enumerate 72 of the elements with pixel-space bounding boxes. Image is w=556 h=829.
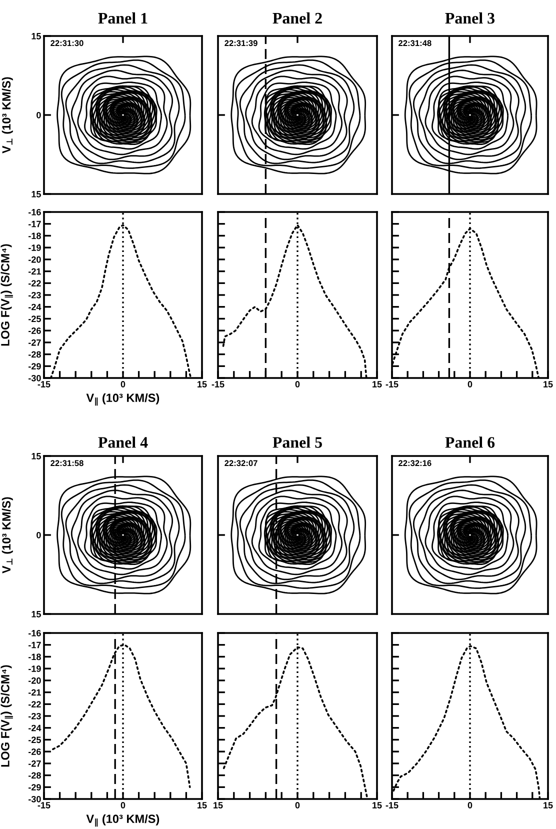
y-tick-label: -22 [28, 701, 41, 708]
x-tick-label: 0 [295, 802, 300, 808]
y-tick-label: -22 [28, 280, 41, 286]
x-tick-label: 15 [214, 802, 223, 808]
chart-title: Panel 3 [445, 12, 495, 24]
y-tick-label: -30 [28, 796, 41, 802]
annotation: 22:31:30 [50, 40, 84, 46]
x-tick-label: 15 [372, 381, 382, 388]
x-axis-title: V$_{∥}$ (10³ KM/S) [86, 814, 160, 827]
y-tick-label: -16 [28, 208, 41, 216]
x-tick-label: 0 [120, 381, 126, 388]
y-tick-label: -20 [28, 256, 41, 263]
x-tick-label: -15 [386, 381, 398, 388]
x-tick-label: 15 [198, 381, 207, 388]
y-tick-label: -23 [28, 292, 41, 298]
y-tick-label: -17 [28, 642, 41, 648]
y-tick-label: 15 [32, 453, 41, 460]
y-tick-label: -21 [28, 268, 41, 275]
y-tick-label: -26 [28, 748, 41, 755]
y-tick-label: -20 [28, 677, 41, 684]
y-tick-label: -16 [28, 630, 41, 636]
y-tick-label: -17 [28, 220, 41, 228]
x-tick-label: 15 [544, 802, 553, 808]
y-tick-label: -30 [28, 374, 41, 382]
y-tick-label: -29 [28, 784, 41, 791]
y-tick-label: -25 [28, 316, 41, 322]
y-axis-title: V$_{⊥}$ (10³ KM/S) [2, 77, 13, 154]
chart-title: Panel 2 [272, 12, 322, 24]
x-tick-label: 0 [468, 381, 472, 388]
chart-title: Panel 4 [98, 436, 148, 448]
x-tick-label: -15 [38, 802, 50, 808]
y-tick-label: 0 [36, 532, 41, 538]
annotation: 22:32:16 [398, 460, 432, 466]
x-tick-label: 0 [120, 802, 126, 808]
y-tick-label: -27 [28, 760, 41, 767]
x-tick-label: -15 [38, 381, 50, 388]
y-tick-label: -29 [28, 363, 41, 370]
x-tick-label: 15 [198, 802, 207, 808]
y-tick-label: -18 [28, 232, 41, 240]
x-tick-label: 0 [468, 802, 472, 808]
annotation: 22:32:07 [224, 460, 258, 466]
y-tick-label: -26 [28, 328, 41, 334]
x-axis-title: V$_{∥}$ (10³ KM/S) [86, 393, 160, 406]
x-tick-label: -15 [386, 802, 398, 808]
y-tick-label: -19 [28, 666, 41, 672]
y-axis-title: V$_{⊥}$ (10³ KM/S) [2, 497, 13, 574]
y-axis-title: LOG F(V$_{∥}$) (S/CM⁴) [0, 665, 13, 767]
chart-title: Panel 1 [98, 12, 148, 24]
y-tick-label: -28 [28, 772, 41, 779]
y-tick-label: -18 [28, 654, 41, 660]
y-tick-label: 0 [36, 112, 41, 118]
y-tick-label: -21 [28, 689, 41, 696]
y-tick-label: -25 [28, 736, 41, 744]
y-axis-title: LOG F(V$_{∥}$) (S/CM⁴) [0, 244, 13, 346]
annotation: 22:31:39 [224, 40, 258, 46]
y-tick-label: -24 [28, 304, 42, 310]
x-tick-label: 15 [544, 381, 553, 388]
y-tick-label: -23 [28, 712, 41, 720]
x-tick-label: -15 [212, 381, 224, 388]
y-tick-label: -27 [28, 339, 41, 346]
y-tick-label: -28 [28, 351, 41, 358]
y-tick-label: -19 [28, 244, 41, 251]
y-tick-label: 15 [32, 33, 41, 40]
x-tick-label: 0 [295, 381, 300, 388]
chart-title: Panel 6 [445, 436, 495, 448]
y-tick-label: 15 [32, 611, 41, 618]
chart-title: Panel 5 [272, 436, 322, 448]
annotation: 22:31:58 [50, 460, 84, 466]
annotation: 22:31:48 [398, 40, 432, 46]
x-tick-label: 15 [372, 802, 382, 808]
y-tick-label: -24 [28, 724, 42, 732]
y-tick-label: 15 [32, 191, 41, 198]
